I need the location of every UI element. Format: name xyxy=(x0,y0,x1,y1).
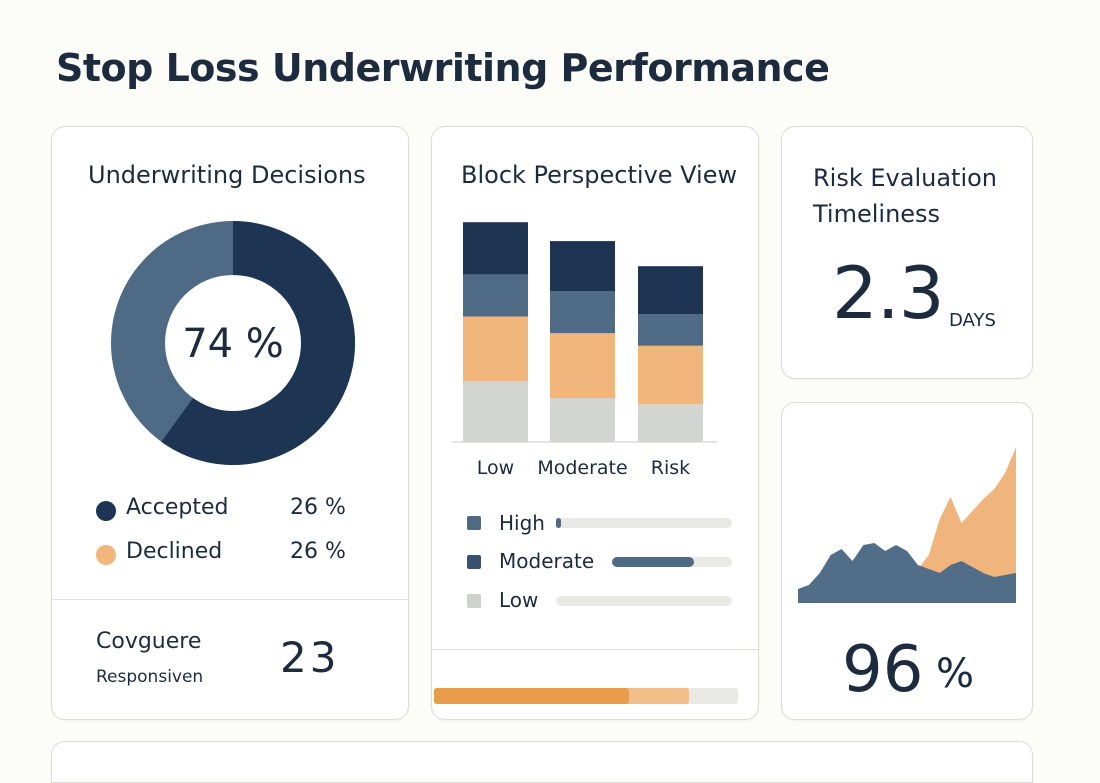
area-percent-unit: % xyxy=(936,651,975,697)
high-legend-track xyxy=(556,518,732,528)
moderate-legend-label: Moderate xyxy=(499,549,595,573)
bar-category-label-low: Low xyxy=(477,457,514,479)
low-legend-swatch xyxy=(467,594,481,608)
bar-segment-moderate-orange xyxy=(550,333,615,399)
declined-legend-label: Declined xyxy=(126,539,223,564)
timeliness-unit: DAYS xyxy=(949,310,996,331)
page-title: Stop Loss Underwriting Performance xyxy=(56,46,830,90)
block-stacked-bar-chart: Low Moderate Risk xyxy=(452,222,717,479)
bottom-card xyxy=(51,741,1033,783)
low-legend-track xyxy=(556,596,732,606)
declined-legend-value: 26 % xyxy=(290,539,346,564)
high-legend-label: High xyxy=(499,511,545,535)
timeliness-value: 2.3 xyxy=(832,251,945,335)
bar-segment-moderate-navy xyxy=(550,241,615,292)
decisions-card-title: Underwriting Decisions xyxy=(88,161,366,189)
area-percent-value: 96 xyxy=(842,633,924,707)
bar-segment-low-gray xyxy=(463,381,528,442)
low-legend-label: Low xyxy=(499,588,539,612)
bar-segment-risk-gray xyxy=(638,404,703,442)
block-card-title: Block Perspective View xyxy=(461,161,738,189)
moderate-legend-swatch xyxy=(467,555,481,569)
high-legend-swatch xyxy=(467,516,481,530)
bar-segment-risk-orange xyxy=(638,345,703,405)
bar-segment-moderate-gray xyxy=(550,398,615,442)
declined-legend-dot xyxy=(96,545,116,565)
bar-segment-risk-navy xyxy=(638,266,703,315)
bar-segment-low-navy xyxy=(463,222,528,275)
donut-hole xyxy=(165,275,301,411)
bar-category-label-moderate: Moderate xyxy=(537,457,627,479)
bar-segment-moderate-slate xyxy=(550,291,615,334)
block-progress-primary xyxy=(434,688,629,704)
bar-segment-low-slate xyxy=(463,274,528,317)
accepted-legend-value: 26 % xyxy=(290,495,346,520)
donut-center-value: 74 % xyxy=(182,321,284,367)
bar-segment-risk-slate xyxy=(638,314,703,346)
coverage-sublabel: Responsiven xyxy=(96,667,204,687)
decisions-footer-divider xyxy=(52,599,408,600)
high-legend-fill xyxy=(556,518,561,528)
risk-area-card: 96 % xyxy=(781,402,1033,720)
block-footer-divider xyxy=(432,649,758,650)
bar-segment-low-orange xyxy=(463,316,528,382)
accepted-legend-label: Accepted xyxy=(126,495,229,520)
coverage-value: 23 xyxy=(280,633,340,682)
moderate-legend-fill xyxy=(612,557,694,567)
coverage-label: Covguere xyxy=(96,629,202,654)
accepted-legend-dot xyxy=(96,501,116,521)
underwriting-decisions-card: Underwriting Decisions 74 % Accepted 26 … xyxy=(51,126,409,720)
risk-timeliness-card: Risk Evaluation Timeliness 2.3 DAYS xyxy=(781,126,1033,379)
decisions-donut-chart: 74 % xyxy=(111,221,355,465)
risk-area-chart xyxy=(798,447,1016,603)
block-perspective-card: Block Perspective View Low Moderate Risk H… xyxy=(431,126,759,720)
timeliness-card-title: Risk Evaluation Timeliness xyxy=(813,164,998,228)
bar-category-label-risk: Risk xyxy=(651,457,690,479)
area-series-slate xyxy=(798,543,1016,603)
